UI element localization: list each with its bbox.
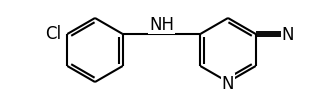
Text: Cl: Cl [45, 25, 61, 43]
Text: N: N [222, 74, 234, 92]
Text: NH: NH [149, 16, 174, 34]
Text: N: N [282, 26, 294, 44]
